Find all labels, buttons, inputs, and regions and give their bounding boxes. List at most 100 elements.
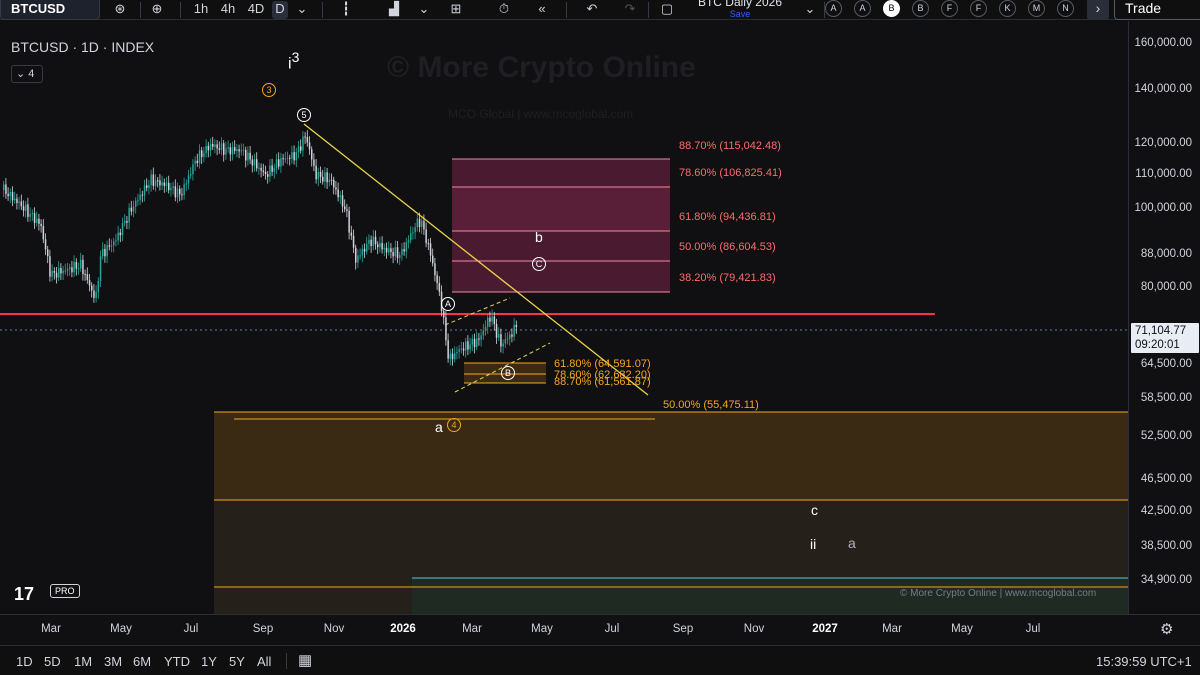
range-button-6m[interactable]: 6M — [133, 654, 152, 669]
compare-icon[interactable]: ⊛ — [114, 1, 126, 16]
candle-body — [88, 279, 91, 286]
candle-body — [152, 174, 155, 186]
candle-body — [236, 149, 238, 151]
chevron-down-icon[interactable]: ⌄ — [296, 1, 308, 16]
trade-button[interactable]: Trade — [1114, 0, 1200, 20]
candle-body — [495, 323, 498, 338]
chevron-down-icon[interactable]: ⌄ — [418, 1, 430, 16]
candle-body — [333, 179, 335, 188]
toolbar-divider — [322, 2, 323, 18]
range-button-1d[interactable]: 1D — [16, 654, 33, 669]
undo-icon[interactable]: ↶ — [586, 1, 598, 16]
clock[interactable]: 15:39:59 UTC+1 — [1096, 654, 1192, 669]
letter-button-f[interactable]: F — [970, 0, 987, 17]
timeframe-4d[interactable]: 4D — [247, 1, 265, 16]
settings-icon[interactable]: ⚙ — [1160, 621, 1174, 638]
wave-i: i — [288, 55, 292, 73]
candle-body — [467, 341, 469, 350]
candle-body — [443, 311, 445, 318]
timeframe-4h[interactable]: 4h — [220, 1, 236, 16]
letter-button-n[interactable]: N — [1057, 0, 1074, 17]
candle-body — [295, 152, 298, 161]
price-axis[interactable]: 160,000.00 140,000.00 120,000.00 110,000… — [1128, 21, 1200, 614]
candle-body — [491, 316, 493, 322]
range-button-3m[interactable]: 3M — [104, 654, 123, 669]
time-axis[interactable]: Mar May Jul Sep Nov 2026 Mar May Jul Sep Nov 2027 Ma… — [0, 614, 1200, 644]
letter-button-a[interactable]: A — [854, 0, 871, 17]
candle-body — [377, 244, 379, 248]
candle-body — [460, 348, 463, 350]
candle-body — [370, 239, 372, 247]
layout-save[interactable]: Save — [729, 9, 751, 19]
layout-grid-icon[interactable]: ⊞ — [450, 1, 462, 16]
candle-body — [394, 247, 397, 257]
letter-button-k[interactable]: K — [999, 0, 1016, 17]
candle-body — [473, 338, 476, 348]
candle-body — [60, 268, 62, 274]
candle-body — [247, 152, 249, 161]
letter-button-f[interactable]: F — [941, 0, 958, 17]
candle-body — [91, 285, 93, 291]
indicators-icon[interactable]: ▟ — [389, 1, 399, 16]
candle-body — [414, 227, 416, 233]
candle-body — [447, 340, 449, 359]
chevron-down-icon[interactable]: ⌄ — [804, 1, 816, 16]
candle-body — [84, 274, 86, 276]
candle-body — [363, 248, 366, 252]
layout-name[interactable]: BTC Daily 2026 Save — [680, 0, 800, 20]
candle-body — [38, 218, 40, 224]
indicator-toggle[interactable]: ⌄ 4 — [11, 65, 43, 83]
fib-label: 88.70% (115,042.48) — [679, 140, 781, 152]
support-zone-bottom — [412, 578, 1128, 614]
candle-body — [506, 338, 509, 340]
wave-circle-a: A — [441, 297, 455, 311]
chevron-right-icon[interactable]: › — [1087, 0, 1109, 20]
replay-icon[interactable]: « — [538, 1, 546, 16]
candle-body — [249, 152, 251, 160]
chart-pane[interactable]: BTCUSD · 1D · INDEX ⌄ 4 © More Crypto On… — [0, 21, 1128, 614]
range-button-ytd[interactable]: YTD — [164, 654, 190, 669]
candle-body — [11, 192, 14, 201]
candle-body — [432, 255, 434, 264]
range-button-all[interactable]: All — [257, 654, 272, 669]
candles-icon[interactable]: ┇ — [342, 1, 350, 16]
candle-body — [297, 146, 300, 153]
candle-body — [113, 241, 115, 246]
fib-label: 78.60% (62,682.20) — [554, 369, 651, 381]
candle-body — [284, 158, 287, 160]
wave-label-a-small: a — [848, 535, 856, 551]
candle-body — [278, 159, 280, 167]
toolbar-divider — [286, 653, 287, 669]
candle-body — [396, 247, 399, 258]
range-button-1m[interactable]: 1M — [74, 654, 93, 669]
candle-body — [484, 326, 487, 331]
toolbar-divider — [140, 2, 141, 18]
candle-body — [434, 263, 436, 276]
candle-body — [253, 159, 256, 166]
redo-icon[interactable]: ↷ — [624, 1, 636, 16]
candle-body — [97, 280, 100, 292]
symbol-search-button[interactable]: BTCUSD — [0, 0, 100, 20]
alert-icon[interactable]: ⏱ — [498, 1, 510, 16]
letter-button-b[interactable]: B — [912, 0, 929, 17]
price-label: 34,900.00 — [1140, 574, 1192, 586]
price-label: 42,500.00 — [1140, 505, 1192, 517]
timeframe-d[interactable]: D — [272, 1, 288, 19]
calendar-icon[interactable]: ▦ — [298, 652, 313, 669]
candle-body — [143, 185, 146, 196]
fib-label: 78.60% (106,825.41) — [679, 167, 782, 179]
chart-canvas[interactable] — [0, 21, 1128, 614]
candle-body — [462, 348, 465, 351]
indicator-count: 4 — [28, 68, 35, 80]
timeframe-1h[interactable]: 1h — [193, 1, 209, 16]
candle-body — [95, 291, 97, 298]
candle-body — [429, 243, 432, 256]
letter-button-m[interactable]: M — [1028, 0, 1045, 17]
range-button-1y[interactable]: 1Y — [201, 654, 217, 669]
letter-button-b[interactable]: B — [883, 0, 900, 17]
layout-box-icon[interactable]: ▢ — [660, 1, 674, 16]
add-symbol-icon[interactable]: ⊕ — [151, 1, 163, 16]
range-button-5d[interactable]: 5D — [44, 654, 61, 669]
range-button-5y[interactable]: 5Y — [229, 654, 245, 669]
letter-button-a[interactable]: A — [825, 0, 842, 17]
